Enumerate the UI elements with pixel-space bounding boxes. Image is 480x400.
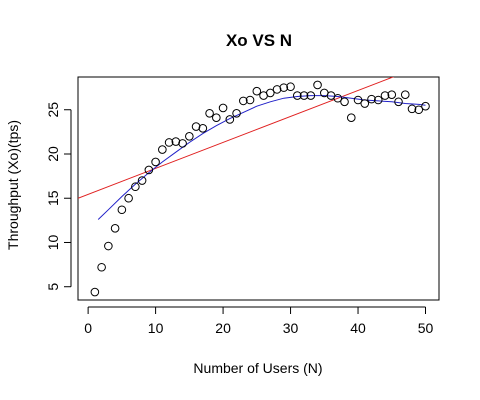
data-point (245, 95, 255, 105)
data-point (90, 287, 100, 297)
data-point (414, 105, 424, 115)
data-point (286, 82, 295, 92)
data-point (373, 95, 383, 105)
y-axis: 5 10 15 20 25 (45, 102, 72, 291)
data-point (266, 88, 275, 98)
x-tick-label: 0 (84, 320, 92, 336)
data-point (198, 124, 208, 133)
data-point (252, 86, 262, 96)
data-point (218, 103, 228, 113)
scatter-points (90, 80, 430, 297)
y-axis-label: Throughput (Xo)(tps) (5, 120, 21, 250)
y-tick-label: 5 (45, 283, 61, 291)
data-point (178, 139, 187, 148)
data-point (279, 83, 289, 92)
data-point (225, 115, 235, 124)
x-tick-label: 10 (148, 320, 164, 336)
data-point (164, 138, 174, 147)
x-axis: 0 10 20 30 40 50 (84, 306, 434, 336)
data-point (110, 224, 120, 233)
data-point (124, 193, 133, 203)
data-point (232, 108, 241, 118)
data-point (137, 176, 147, 185)
data-point (239, 96, 248, 106)
data-point (400, 90, 410, 99)
data-point (292, 91, 302, 100)
data-point (185, 131, 194, 141)
linear-fit-line (78, 77, 395, 199)
data-point (394, 97, 403, 107)
y-tick-label: 15 (45, 190, 61, 206)
data-point (205, 108, 214, 118)
data-point (171, 137, 181, 146)
data-point (299, 91, 309, 100)
data-point (212, 113, 221, 123)
data-point (353, 95, 363, 105)
x-tick-label: 20 (215, 320, 231, 336)
data-point (104, 241, 113, 251)
data-point (421, 101, 430, 111)
data-point (151, 157, 160, 167)
x-tick-label: 50 (418, 320, 434, 336)
data-point (407, 104, 417, 114)
plot-border (77, 76, 440, 301)
fit-lines (78, 77, 426, 220)
data-point (313, 80, 322, 90)
data-point (387, 90, 397, 99)
x-tick-label: 30 (283, 320, 299, 336)
y-tick-label: 25 (45, 102, 61, 118)
x-axis-label: Number of Users (N) (193, 360, 322, 376)
curve-fit-line (97, 95, 426, 220)
x-tick-label: 40 (350, 320, 366, 336)
data-point (97, 262, 106, 272)
data-point (346, 113, 356, 123)
data-point (191, 122, 201, 131)
chart-title: Xo VS N (226, 31, 292, 50)
data-point (380, 91, 390, 100)
data-point (306, 91, 316, 100)
data-point (272, 85, 282, 94)
plot-frame (77, 76, 440, 301)
y-tick-label: 10 (45, 234, 61, 250)
data-point (158, 145, 167, 154)
data-point (117, 205, 127, 215)
data-point (340, 97, 349, 107)
data-point (131, 182, 140, 192)
data-point (360, 99, 370, 108)
data-point (333, 93, 343, 103)
data-point (144, 165, 154, 175)
y-tick-label: 20 (45, 146, 61, 162)
data-point (367, 94, 376, 104)
